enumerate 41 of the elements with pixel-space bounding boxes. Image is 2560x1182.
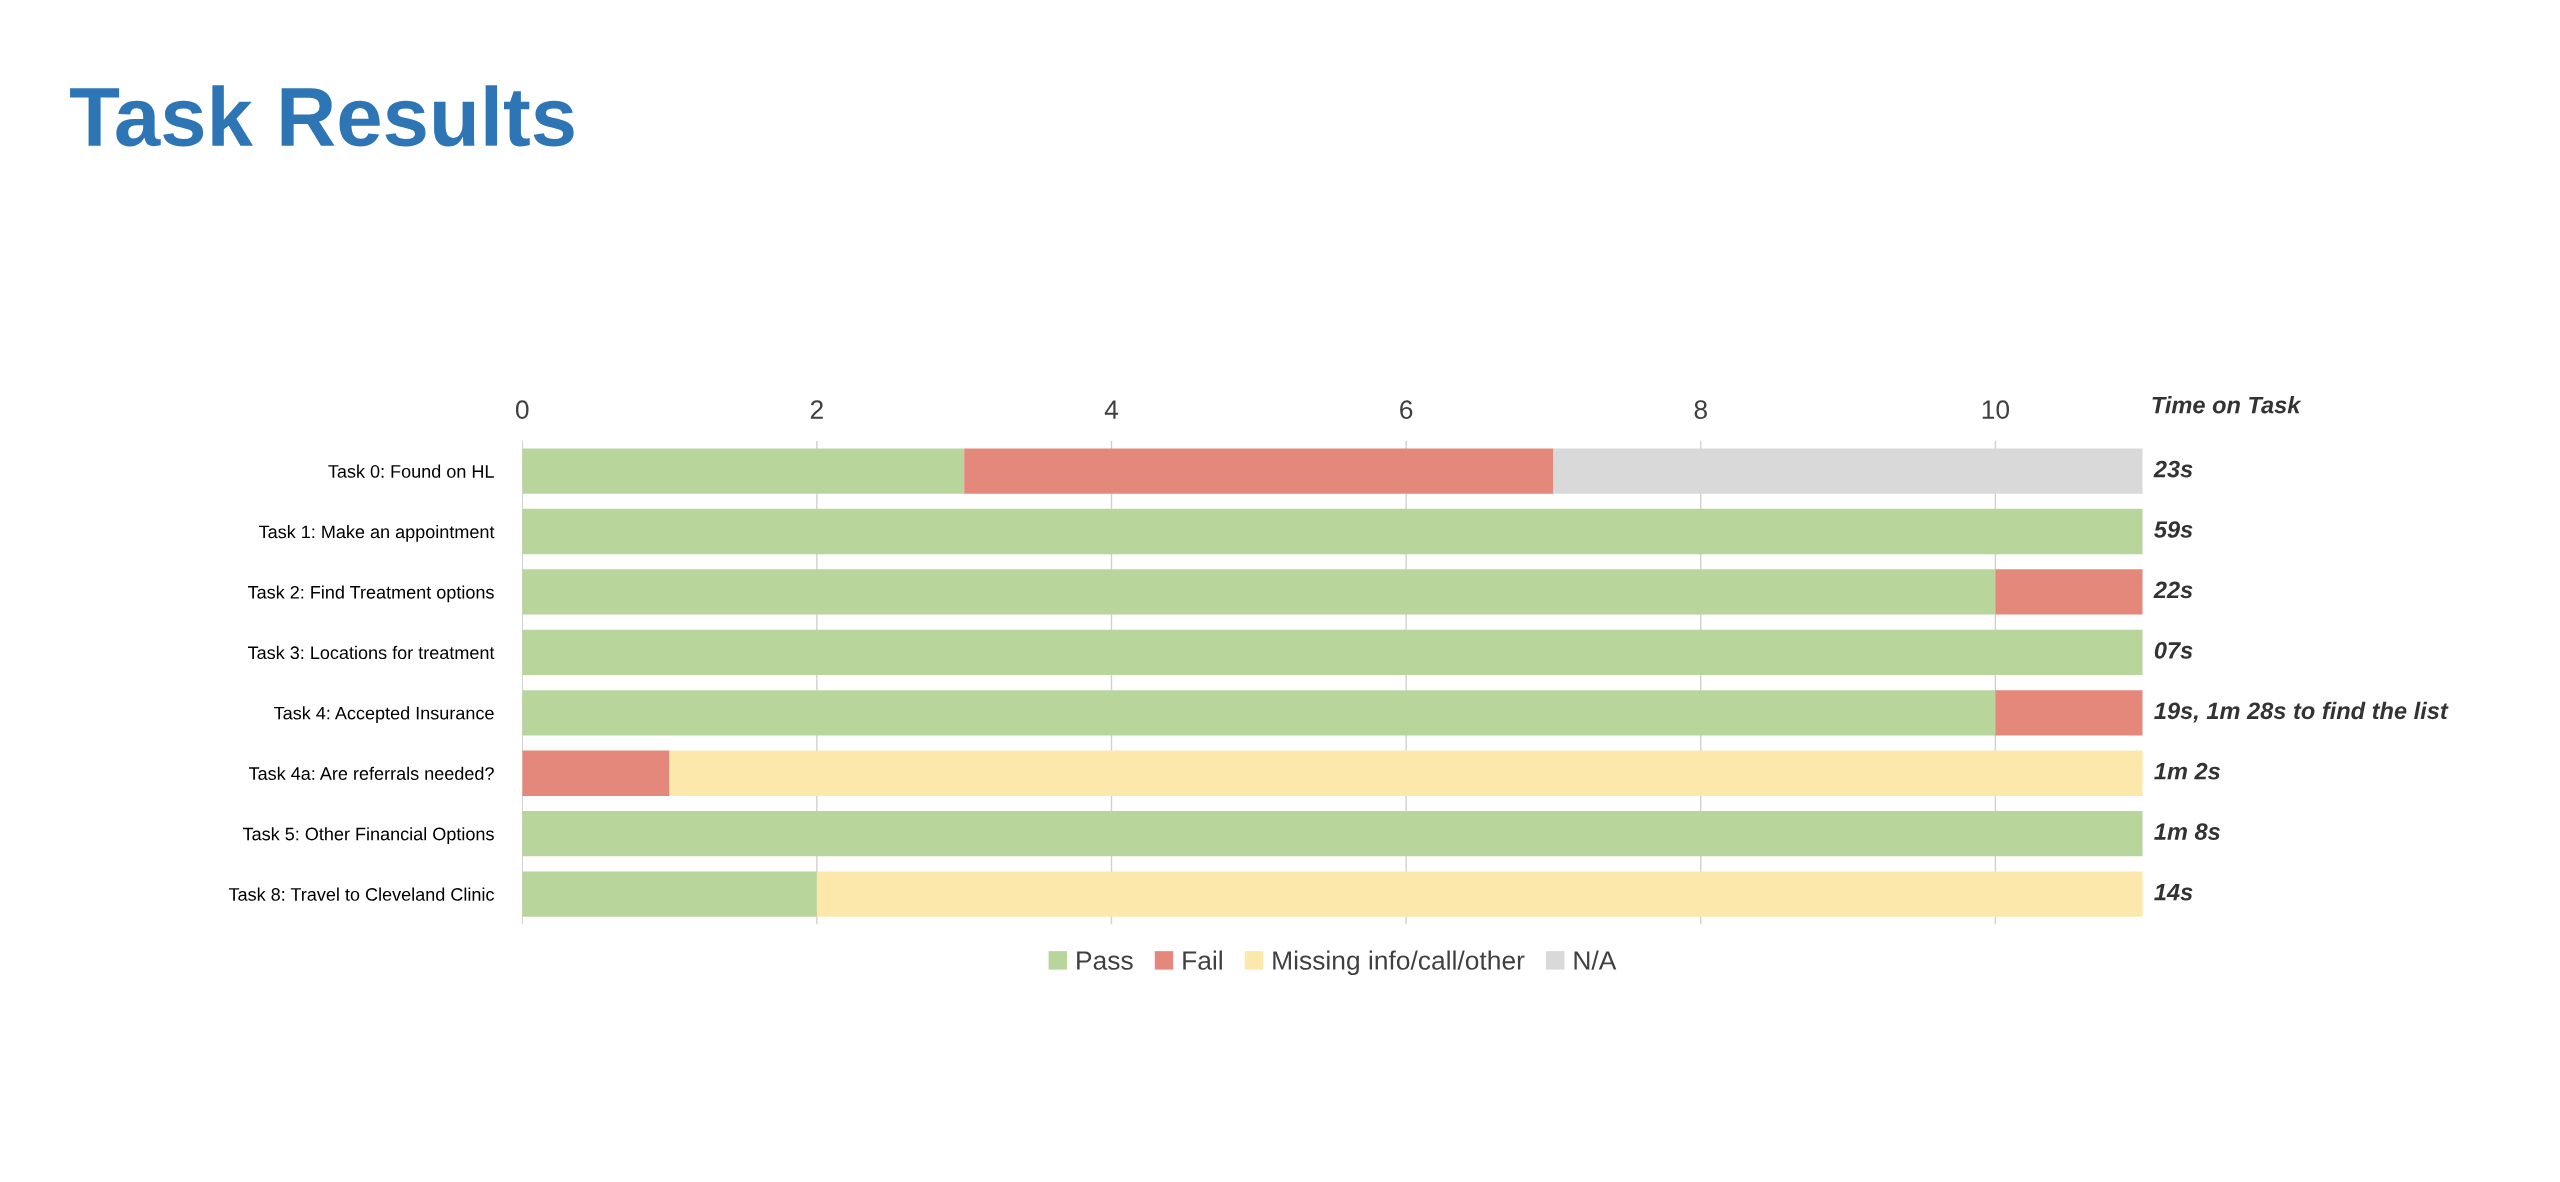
bar bbox=[522, 508, 2143, 555]
y-tick-label: Task 0: Found on HL bbox=[328, 464, 494, 478]
bar bbox=[522, 811, 2143, 857]
y-tick-label: Task 4a: Are referrals needed? bbox=[248, 766, 494, 780]
y-tick-label: Task 2: Find Treatment options bbox=[248, 585, 494, 603]
text: 23s bbox=[2153, 460, 2193, 478]
text: 59s bbox=[2154, 521, 2193, 538]
y-tick-label: Task 8: Travel to Cleveland Clinic bbox=[228, 887, 494, 901]
y-tick-label: Task 1: Make an appointment bbox=[259, 524, 495, 542]
bar bbox=[522, 569, 1996, 615]
bar bbox=[669, 750, 2143, 796]
text: 1m 8s bbox=[2154, 823, 2220, 841]
text: 22s bbox=[2153, 581, 2193, 599]
bar bbox=[1995, 569, 2143, 615]
x-tick-label: 0 bbox=[515, 400, 529, 419]
bar bbox=[1995, 690, 2143, 736]
x-tick-label: 10 bbox=[1982, 400, 2010, 419]
chart-title: Task Results bbox=[70, 85, 574, 147]
bar bbox=[522, 448, 965, 494]
x-tick-label: 6 bbox=[1400, 400, 1413, 419]
legend-label: Missing info/call/other bbox=[1273, 950, 1525, 976]
bar bbox=[522, 690, 1996, 736]
bar bbox=[522, 750, 670, 796]
x-tick-label: 8 bbox=[1694, 400, 1707, 419]
x-tick-label: 2 bbox=[810, 400, 823, 419]
bar bbox=[816, 871, 2143, 917]
legend-label: Pass bbox=[1077, 951, 1133, 970]
x-tick-label: 4 bbox=[1104, 400, 1119, 419]
text: 14s bbox=[2154, 883, 2193, 901]
y-tick-label: Task 4: Accepted Insurance bbox=[274, 706, 494, 724]
text: Time on Task bbox=[2152, 396, 2302, 414]
y-tick-label: Task 5: Other Financial Options bbox=[243, 827, 494, 844]
bar bbox=[964, 448, 1554, 494]
text: 19s, 1m 28s to find the list bbox=[2154, 701, 2449, 723]
text: 1m 2s bbox=[2154, 762, 2220, 780]
legend-label: Fail bbox=[1183, 950, 1222, 970]
legend-label: N/A bbox=[1574, 950, 1617, 970]
text: 07s bbox=[2154, 642, 2193, 659]
bar bbox=[522, 871, 817, 917]
bar bbox=[522, 629, 2143, 676]
y-tick-label: Task 3: Locations for treatment bbox=[248, 645, 495, 660]
